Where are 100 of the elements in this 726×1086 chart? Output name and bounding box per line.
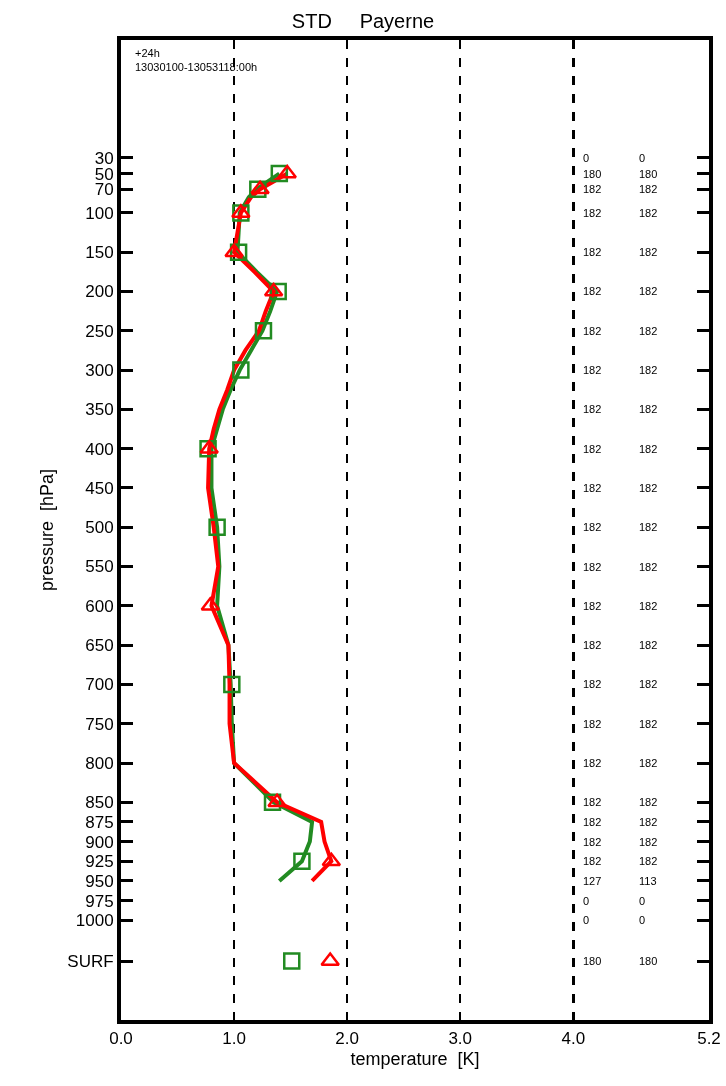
y-tick-label: 800 [85, 753, 114, 773]
annotation: 180 [583, 955, 602, 967]
annotation: 182 [583, 443, 602, 455]
y-tick-label: 550 [85, 557, 114, 577]
annotation: 182 [583, 561, 602, 573]
annotation: 182 [639, 246, 658, 258]
annotation: 113 [639, 875, 657, 887]
annotation: 182 [583, 600, 602, 612]
point [232, 361, 250, 379]
annotation: 182 [583, 855, 602, 867]
x-tick-label: 2.0 [335, 1029, 359, 1049]
y-tick-label: 900 [85, 832, 114, 852]
point [263, 282, 284, 297]
y-tick-label: 875 [85, 812, 114, 832]
point [277, 164, 298, 179]
annotation: 182 [583, 482, 602, 494]
y-tick-label: 450 [85, 478, 114, 498]
x-tick-label: 0.0 [109, 1029, 133, 1049]
annotation: 182 [583, 816, 602, 828]
y-tick-label: 200 [85, 282, 114, 302]
annotation: 182 [639, 325, 658, 337]
annotation: 182 [639, 403, 658, 415]
annotation: 182 [583, 718, 602, 730]
annotation: 182 [583, 246, 602, 258]
annotation: 182 [583, 364, 602, 376]
annotation: 182 [583, 678, 602, 690]
annotation: 182 [583, 403, 602, 415]
y-tick-label: 100 [85, 203, 114, 223]
annotation: 127 [583, 875, 602, 887]
annotation: 182 [583, 757, 602, 769]
annotation: 180 [639, 955, 658, 967]
y-tick-label: 1000 [75, 911, 114, 931]
annotation: 182 [583, 325, 602, 337]
annotation: 180 [583, 168, 602, 180]
x-tick-label: 4.0 [561, 1029, 586, 1049]
annotation: 182 [639, 285, 658, 297]
point [321, 852, 342, 867]
chart-title: STD Payerne [291, 10, 435, 32]
annotation: 182 [583, 207, 602, 219]
y-tick-label: SURF [67, 952, 114, 972]
annotation: 180 [639, 168, 658, 180]
annotation: 182 [583, 639, 602, 651]
annotation: 182 [639, 816, 658, 828]
x-tick-label: 3.0 [448, 1029, 473, 1049]
annotation: 182 [639, 482, 658, 494]
annotation: 0 [639, 895, 646, 907]
annotation: 182 [583, 836, 602, 848]
annotation: 182 [639, 600, 658, 612]
annotation: 182 [583, 521, 602, 533]
annotation: 0 [639, 152, 646, 164]
y-tick-label: 700 [85, 675, 114, 695]
point [267, 793, 287, 808]
annotation: 0 [639, 914, 646, 926]
y-tick-label: 975 [85, 891, 114, 911]
annotation: 182 [583, 183, 602, 195]
point [283, 952, 301, 970]
annotation: 0 [583, 914, 590, 926]
y-tick-label: 925 [85, 852, 114, 872]
point [199, 439, 220, 454]
annotation: 0 [583, 895, 590, 907]
x-axis-title: temperature [K] [350, 1049, 480, 1069]
point [250, 180, 270, 195]
y-tick-label: 750 [85, 714, 114, 734]
annotation: 182 [639, 796, 658, 808]
y-tick-label: 950 [85, 871, 114, 891]
annotation: 182 [639, 678, 658, 690]
point [320, 952, 341, 967]
y-tick-label: 350 [85, 400, 114, 420]
annotation: 182 [639, 183, 658, 195]
x-tick-label: 1.0 [222, 1029, 246, 1049]
y-tick-label: 850 [85, 793, 114, 813]
annotation: 182 [639, 757, 658, 769]
point [293, 852, 311, 870]
x-tick-label: 5.2 [697, 1029, 721, 1049]
annotation: 182 [583, 285, 602, 297]
point [224, 243, 244, 258]
y-tick-label: 150 [85, 243, 114, 263]
annotation: 182 [639, 718, 658, 730]
point [223, 675, 241, 694]
y-axis-title: pressure [hPa] [37, 468, 58, 592]
annotation: 182 [639, 521, 658, 533]
y-tick-label: 400 [85, 439, 114, 459]
annotation: 13030100-13053118:00h [135, 61, 258, 73]
y-tick-label: 650 [85, 636, 114, 656]
annotation: +24h [135, 47, 160, 59]
annotation: 182 [639, 207, 658, 219]
annotation: 182 [639, 855, 658, 867]
point [208, 518, 226, 536]
annotation: 182 [583, 796, 602, 808]
y-tick-label: 250 [85, 321, 114, 341]
point [254, 322, 273, 340]
annotation: 182 [639, 836, 658, 848]
y-tick-label: 300 [85, 361, 114, 381]
annotation: 182 [639, 561, 658, 573]
y-tick-label: 500 [85, 518, 114, 538]
annotation: 182 [639, 364, 658, 376]
annotation: 182 [639, 639, 658, 651]
y-tick-label: 600 [85, 596, 114, 616]
annotation: 182 [639, 443, 658, 455]
annotation: 0 [583, 152, 590, 164]
